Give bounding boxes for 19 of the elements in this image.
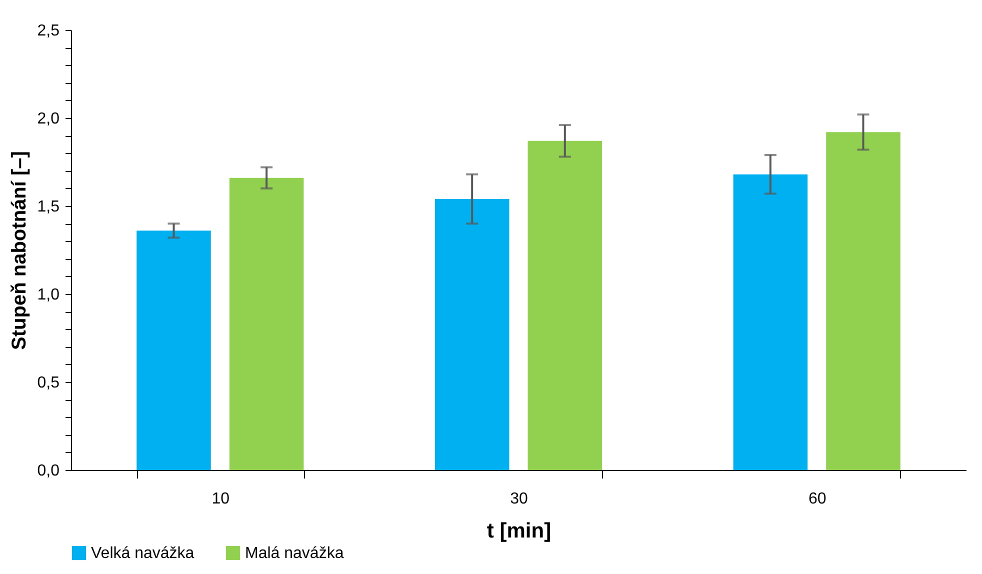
bar bbox=[136, 230, 211, 470]
bar bbox=[434, 198, 510, 470]
y-axis-title: Stupeň nabotnání [–] bbox=[8, 151, 30, 350]
y-tick-label: 1,5 bbox=[37, 198, 60, 216]
y-tick-label: 0,5 bbox=[37, 374, 60, 392]
bar bbox=[229, 178, 304, 470]
x-tick-label: 30 bbox=[510, 490, 528, 508]
y-tick-label: 2,0 bbox=[37, 110, 60, 128]
bar bbox=[528, 140, 602, 470]
legend-label: Velká navážka bbox=[91, 545, 194, 562]
y-tick-label: 0,0 bbox=[37, 462, 60, 480]
bar bbox=[826, 132, 900, 470]
x-tick-label: 60 bbox=[808, 490, 826, 508]
y-tick-label: 2,5 bbox=[37, 22, 60, 40]
x-tick-label: 10 bbox=[212, 490, 230, 508]
x-axis-title: t [min] bbox=[486, 520, 552, 542]
y-tick-label: 1,0 bbox=[37, 286, 60, 304]
bar bbox=[733, 174, 808, 470]
legend-label: Malá navážka bbox=[245, 545, 344, 562]
